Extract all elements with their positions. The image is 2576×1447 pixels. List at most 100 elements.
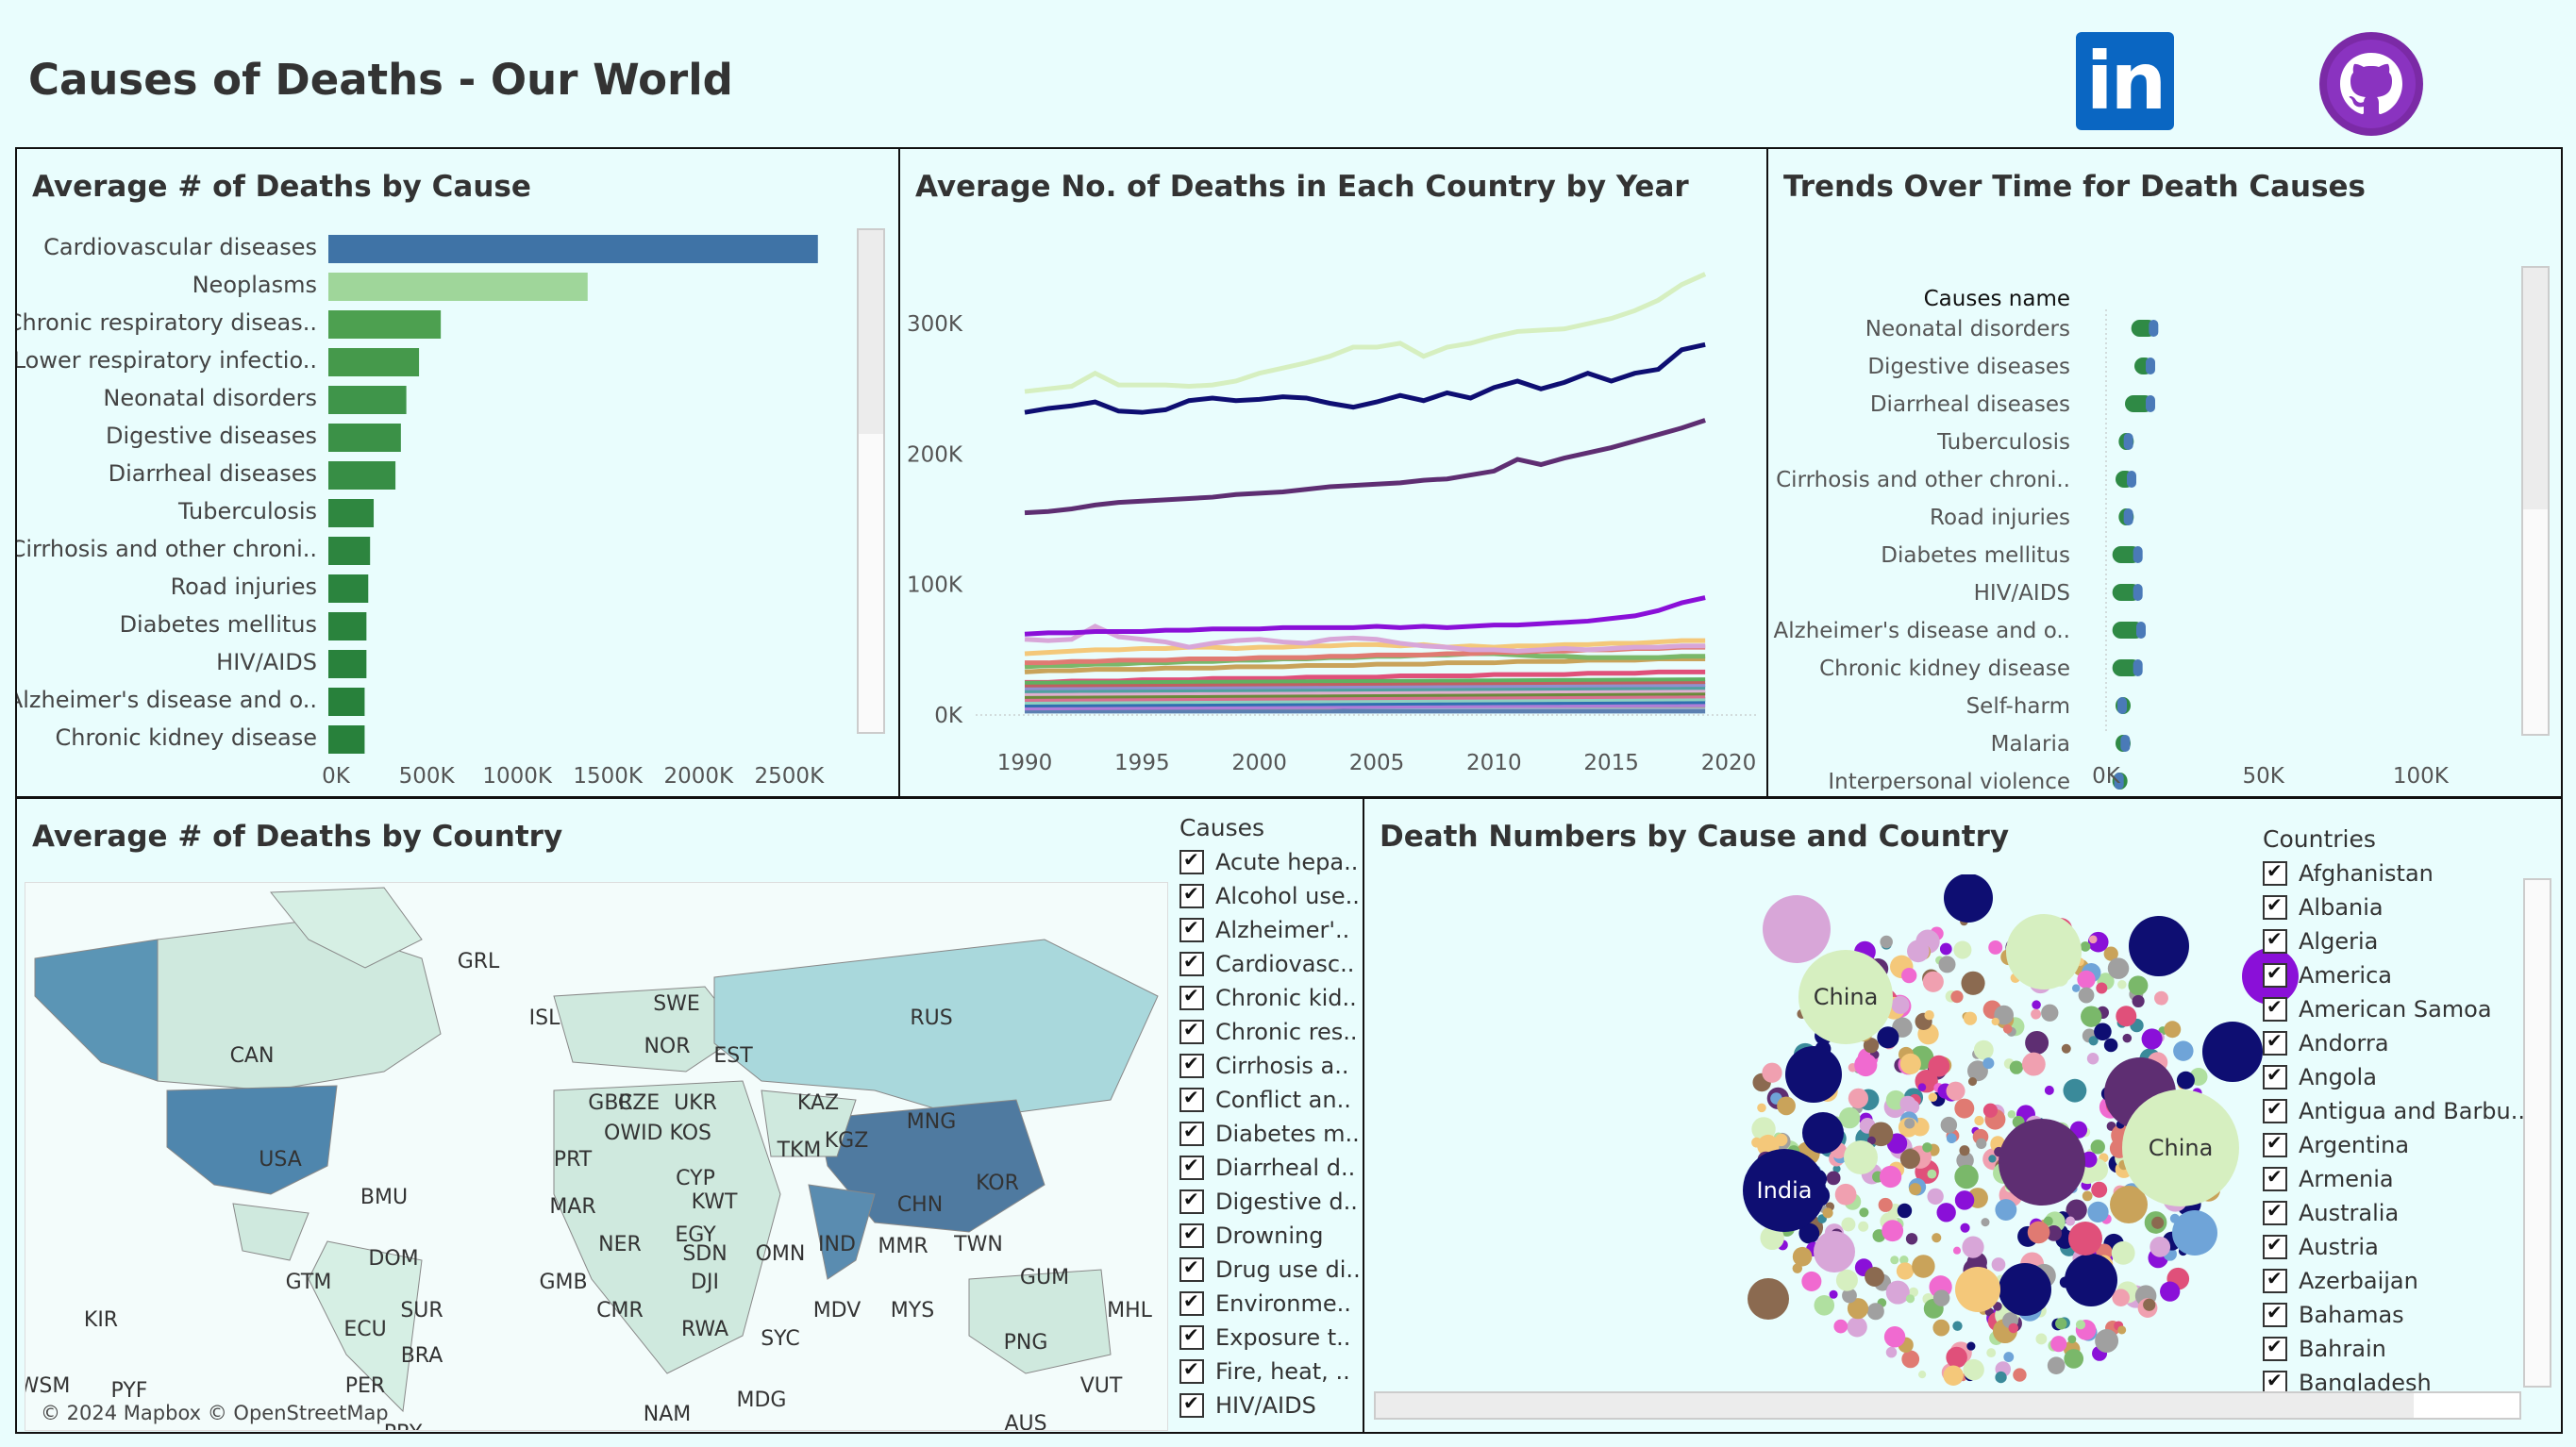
bubble[interactable] bbox=[1974, 1115, 1984, 1126]
country-item[interactable]: Angola bbox=[2263, 1060, 2525, 1094]
bubble[interactable] bbox=[2122, 1033, 2133, 1043]
bubble[interactable] bbox=[1927, 1169, 1937, 1179]
bubble[interactable] bbox=[2176, 1071, 2195, 1089]
bar[interactable] bbox=[328, 574, 369, 603]
series-line[interactable] bbox=[1024, 691, 1706, 699]
bubble[interactable] bbox=[2044, 1085, 2054, 1095]
cause-item[interactable]: Cirrhosis a.. bbox=[1179, 1049, 1361, 1083]
checkbox[interactable] bbox=[1179, 1154, 1204, 1180]
bubble[interactable] bbox=[1801, 1271, 1822, 1291]
bubble[interactable] bbox=[1939, 942, 1952, 956]
cause-item[interactable]: Cardiovasc.. bbox=[1179, 947, 1361, 981]
country-item[interactable]: Bahamas bbox=[2263, 1298, 2525, 1332]
trend-mark[interactable] bbox=[2112, 622, 2144, 639]
checkbox[interactable] bbox=[1179, 1120, 1204, 1146]
checkbox[interactable] bbox=[1179, 882, 1204, 908]
bubble[interactable] bbox=[1899, 1149, 1920, 1170]
bubble[interactable] bbox=[1826, 1171, 1841, 1186]
series-line[interactable] bbox=[1025, 669, 1706, 685]
series-line[interactable] bbox=[1024, 697, 1706, 706]
bubble[interactable] bbox=[1897, 1203, 1913, 1219]
bubble[interactable] bbox=[1953, 940, 1972, 959]
country-shape[interactable] bbox=[553, 1080, 781, 1374]
bubble[interactable] bbox=[1847, 1298, 1869, 1320]
series-line[interactable] bbox=[1024, 272, 1707, 394]
bubble[interactable] bbox=[2090, 1139, 2105, 1155]
bubble[interactable] bbox=[1838, 1106, 1861, 1129]
bar[interactable] bbox=[328, 537, 371, 565]
checkbox[interactable] bbox=[1179, 916, 1204, 942]
country-item[interactable]: American Samoa bbox=[2263, 992, 2525, 1026]
bar[interactable] bbox=[328, 650, 367, 678]
bubble[interactable] bbox=[1885, 1346, 1898, 1358]
series-line[interactable] bbox=[1024, 680, 1706, 688]
bar[interactable] bbox=[328, 688, 365, 716]
bubble[interactable] bbox=[1905, 1099, 1920, 1114]
bubble[interactable] bbox=[2047, 1356, 2066, 1375]
bubble[interactable] bbox=[2117, 979, 2127, 990]
bubble[interactable] bbox=[1922, 971, 1944, 992]
bubble[interactable] bbox=[1847, 1317, 1867, 1338]
bubble[interactable] bbox=[1792, 1263, 1803, 1273]
bubble[interactable] bbox=[2107, 957, 2130, 979]
bubble[interactable] bbox=[1865, 1267, 1885, 1287]
bar[interactable] bbox=[328, 461, 396, 490]
cause-item[interactable]: Drug use di.. bbox=[1179, 1253, 1361, 1287]
country-shape[interactable] bbox=[553, 986, 744, 1073]
bubble[interactable] bbox=[1885, 1280, 1910, 1305]
checkbox[interactable] bbox=[2263, 927, 2287, 954]
country-item[interactable]: Australia bbox=[2263, 1196, 2525, 1230]
bubble[interactable] bbox=[2103, 1038, 2118, 1053]
linkedin-icon[interactable]: in bbox=[2076, 32, 2174, 130]
bubble[interactable] bbox=[2055, 1318, 2067, 1330]
bubble[interactable] bbox=[2031, 1008, 2042, 1020]
bubble[interactable] bbox=[2141, 1028, 2163, 1050]
bubble[interactable] bbox=[1760, 1225, 1784, 1251]
series-line[interactable] bbox=[1024, 638, 1706, 657]
bubble[interactable] bbox=[1842, 1288, 1857, 1304]
bubble[interactable] bbox=[1909, 1183, 1922, 1196]
bubble[interactable] bbox=[1841, 1217, 1856, 1232]
bubble[interactable] bbox=[2096, 982, 2108, 994]
bubble[interactable] bbox=[1833, 1319, 1848, 1334]
countries-scrollbar[interactable] bbox=[2523, 878, 2551, 1388]
bar[interactable] bbox=[328, 612, 367, 640]
bar[interactable] bbox=[328, 235, 818, 263]
bubble[interactable] bbox=[2086, 1053, 2099, 1065]
cause-item[interactable]: Diarrheal d.. bbox=[1179, 1151, 1361, 1185]
bubble[interactable] bbox=[1993, 1302, 2002, 1311]
bubble[interactable] bbox=[2117, 1325, 2127, 1335]
bubble[interactable] bbox=[1905, 1233, 1918, 1245]
bubble[interactable] bbox=[2087, 1201, 2109, 1222]
bubble[interactable] bbox=[2041, 1004, 2059, 1022]
bubble[interactable] bbox=[1832, 1165, 1841, 1173]
country-shape[interactable] bbox=[968, 1269, 1112, 1374]
bubble[interactable] bbox=[1748, 1278, 1789, 1320]
cause-item[interactable]: Alcohol use.. bbox=[1179, 879, 1361, 913]
bubble[interactable] bbox=[1986, 1348, 1997, 1358]
bubble[interactable] bbox=[2110, 1186, 2148, 1223]
country-item[interactable]: Albania bbox=[2263, 890, 2525, 924]
country-item[interactable]: America bbox=[2263, 958, 2525, 992]
country-shape[interactable] bbox=[761, 1089, 857, 1157]
bubble[interactable] bbox=[2082, 1190, 2093, 1202]
bubble[interactable] bbox=[1863, 1038, 1880, 1054]
series-line[interactable] bbox=[1024, 703, 1706, 711]
bubble[interactable] bbox=[1762, 1062, 1782, 1083]
bubble[interactable] bbox=[1877, 1026, 1899, 1049]
bubble[interactable] bbox=[2063, 1078, 2087, 1103]
bubble[interactable] bbox=[1982, 1057, 1995, 1070]
bar-scroll-thumb[interactable] bbox=[859, 230, 883, 434]
bubble[interactable] bbox=[1932, 1233, 1942, 1243]
bubble[interactable] bbox=[2143, 1298, 2156, 1311]
series-line[interactable] bbox=[1024, 689, 1706, 696]
bubble[interactable] bbox=[2046, 1224, 2063, 1241]
checkbox[interactable] bbox=[2263, 1335, 2287, 1361]
bubble[interactable] bbox=[1999, 1119, 2085, 1206]
bubble[interactable] bbox=[1976, 1138, 1987, 1150]
bubble[interactable] bbox=[2116, 1006, 2137, 1027]
bubble[interactable] bbox=[2065, 1216, 2076, 1226]
bubble[interactable] bbox=[2035, 1333, 2048, 1345]
bubble[interactable] bbox=[1956, 1151, 1974, 1170]
bubble[interactable] bbox=[2009, 1060, 2024, 1074]
